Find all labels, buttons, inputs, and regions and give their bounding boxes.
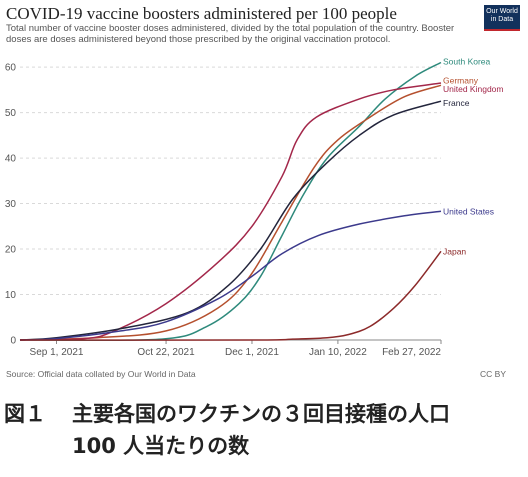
logo-line-2: in Data <box>490 16 514 23</box>
chart-subtitle: Total number of vaccine booster doses ad… <box>6 23 455 45</box>
series-line-united-states <box>19 210 442 341</box>
series-line-germany <box>19 84 442 341</box>
owid-logo[interactable]: Our World in Data <box>484 5 520 31</box>
caption-line-1: 主要各国のワクチンの３回目接種の人口 <box>72 402 450 426</box>
series-label-united-kingdom: United Kingdom <box>443 84 503 94</box>
y-tick-label: 0 <box>10 336 16 347</box>
y-tick-label: 40 <box>5 154 17 165</box>
x-tick-label: Dec 1, 2021 <box>225 347 279 358</box>
series-line-japan <box>19 250 442 341</box>
source-note: Source: Official data collated by Our Wo… <box>6 369 196 379</box>
caption-line-2: 100 人当たりの数 <box>72 434 250 458</box>
series-line-united-kingdom <box>19 82 442 341</box>
y-tick-label: 60 <box>5 63 17 74</box>
series-label-germany: Germany <box>443 75 479 85</box>
logo-line-1: Our World <box>486 8 518 15</box>
x-tick-label: Oct 22, 2021 <box>137 347 195 358</box>
chart-plot: 0 10 20 30 40 50 60 Sep 1, 2021 Oct 22, 2021 Dec… <box>5 57 504 358</box>
series-label-united-states: United States <box>443 206 494 216</box>
x-tick-label: Sep 1, 2021 <box>30 347 84 358</box>
license-link[interactable]: CC BY <box>480 369 506 379</box>
y-tick-label: 10 <box>5 290 17 301</box>
y-tick-label: 30 <box>5 199 17 210</box>
x-tick-label: Feb 27, 2022 <box>382 347 441 358</box>
figure-caption: 図１ 主要各国のワクチンの３回目接種の人口 100 人当たりの数 <box>4 398 450 462</box>
y-tick-label: 20 <box>5 245 17 256</box>
series-label-japan: Japan <box>443 246 466 256</box>
series-label-south-korea: South Korea <box>443 57 491 67</box>
y-tick-label: 50 <box>5 108 17 119</box>
series-line-france <box>19 100 442 341</box>
figure-number: 図１ <box>4 402 46 426</box>
chart-title: COVID-19 vaccine boosters administered p… <box>6 4 397 23</box>
series-label-france: France <box>443 98 470 108</box>
x-tick-label: Jan 10, 2022 <box>309 347 367 358</box>
series-line-south-korea <box>19 61 442 342</box>
